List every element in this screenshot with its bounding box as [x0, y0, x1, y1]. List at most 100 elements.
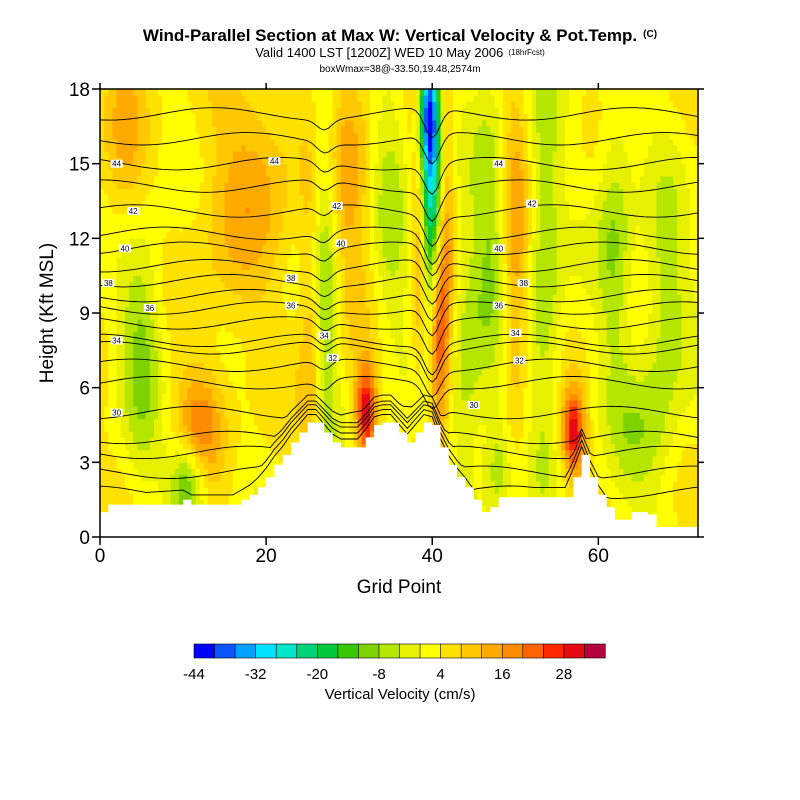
heat-cell — [216, 95, 221, 102]
heat-cell — [295, 238, 300, 245]
heat-cell — [232, 369, 238, 376]
heat-cell — [311, 331, 317, 339]
heat-cell — [228, 107, 234, 115]
heat-cell — [187, 250, 192, 258]
heat-cell — [153, 176, 159, 183]
heat-cell — [332, 89, 338, 96]
heat-cell — [153, 194, 159, 202]
heat-cell — [349, 219, 354, 227]
heat-cell — [253, 207, 259, 214]
heat-cell — [178, 400, 184, 407]
heat-cell — [241, 449, 246, 457]
heat-cell — [207, 449, 213, 457]
heat-cell — [266, 263, 271, 270]
heat-cell — [361, 101, 367, 109]
heat-cell — [261, 356, 267, 364]
heat-cell — [311, 275, 317, 283]
heat-cell — [378, 288, 383, 295]
heat-cell — [207, 113, 213, 121]
heat-cell — [286, 157, 292, 165]
heat-cell — [158, 387, 163, 395]
heat-cell — [266, 126, 271, 133]
heat-cell — [232, 474, 238, 482]
heat-cell — [232, 263, 238, 270]
heat-cell — [237, 418, 242, 426]
heat-cell — [345, 381, 350, 389]
heat-cell — [299, 331, 304, 339]
heat-cell — [299, 425, 304, 432]
heat-cell — [307, 294, 313, 301]
heat-cell — [266, 250, 271, 258]
heat-cell — [195, 400, 201, 407]
heat-cell — [357, 232, 363, 239]
heat-cell — [129, 325, 134, 333]
heat-cell — [133, 412, 138, 420]
heat-cell — [166, 275, 171, 283]
heat-cell — [320, 350, 325, 357]
heat-cell — [274, 138, 279, 146]
heat-cell — [365, 201, 371, 208]
heat-cell — [178, 294, 184, 301]
heat-cell — [174, 250, 180, 258]
heat-cell — [170, 294, 176, 301]
heat-cell — [162, 393, 167, 401]
heat-cell — [116, 313, 122, 320]
heat-cell — [374, 250, 379, 258]
heat-cell — [340, 145, 346, 152]
heat-cell — [274, 375, 279, 382]
heat-cell — [108, 462, 113, 469]
heat-cell — [203, 288, 209, 295]
heat-cell — [137, 213, 142, 221]
heat-cell — [336, 300, 342, 308]
heat-cell — [195, 412, 201, 420]
heat-cell — [245, 101, 250, 109]
heat-cell — [332, 269, 338, 277]
heat-cell — [120, 275, 126, 283]
heat-cell — [274, 406, 279, 413]
heat-cell — [274, 145, 279, 152]
heat-cell — [191, 244, 196, 252]
heat-cell — [320, 95, 325, 102]
heat-cell — [133, 319, 138, 326]
heat-cell — [199, 145, 205, 152]
heat-cell — [228, 493, 234, 501]
heat-cell — [274, 194, 279, 202]
heat-cell — [216, 356, 221, 364]
heat-cell — [232, 132, 238, 140]
heat-cell — [253, 263, 259, 270]
heat-cell — [307, 288, 313, 295]
heat-cell — [191, 418, 196, 426]
heat-cell — [345, 113, 350, 121]
heat-cell — [328, 337, 333, 345]
heat-cell — [133, 344, 138, 351]
heat-cell — [116, 362, 122, 370]
heat-cell — [199, 232, 205, 239]
heat-cell — [253, 369, 259, 376]
heat-cell — [320, 344, 325, 351]
heat-cell — [378, 412, 383, 420]
heat-cell — [315, 138, 321, 146]
heat-cell — [149, 275, 155, 283]
heat-cell — [320, 375, 325, 382]
heat-cell — [237, 113, 242, 121]
heat-cell — [124, 350, 130, 357]
heat-cell — [270, 375, 275, 382]
heat-cell — [361, 182, 367, 189]
heat-cell — [216, 481, 221, 488]
heat-cell — [270, 232, 275, 239]
heat-cell — [149, 250, 155, 258]
heat-cell — [286, 219, 292, 227]
heat-cell — [311, 356, 317, 364]
heat-cell — [295, 188, 300, 196]
heat-cell — [345, 375, 350, 382]
heat-cell — [158, 132, 163, 140]
heat-cell — [158, 244, 163, 252]
heat-cell — [203, 406, 209, 413]
heat-cell — [261, 188, 267, 196]
heat-cell — [153, 244, 159, 252]
heat-cell — [224, 89, 230, 96]
heat-cell — [365, 232, 371, 239]
heat-cell — [266, 213, 271, 221]
heat-cell — [228, 101, 234, 109]
heat-cell — [228, 151, 234, 158]
